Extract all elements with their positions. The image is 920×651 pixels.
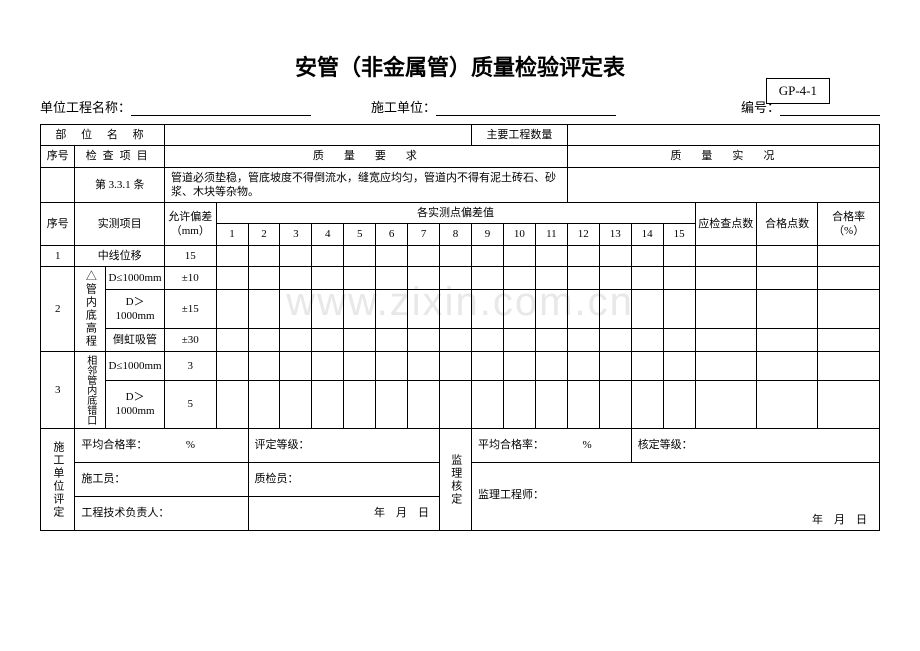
table-row: 第 3.3.1 条 管道必须垫稳，管底坡度不得倒流水，缝宽应均匀，管道内不得有泥… bbox=[41, 167, 880, 203]
clause-status bbox=[567, 167, 879, 203]
table-row: 1 中线位移 15 bbox=[41, 245, 880, 266]
tech: 工程技术负责人： bbox=[75, 497, 248, 531]
r2-group: △管内底高程 bbox=[75, 267, 106, 352]
doc-code: GP-4-1 bbox=[766, 78, 830, 104]
r2b-tol: ±15 bbox=[165, 290, 217, 329]
r3-no: 3 bbox=[41, 352, 75, 429]
dept-name-label: 部 位 名 称 bbox=[41, 125, 165, 146]
pass-rate-header: 合格率（%） bbox=[818, 203, 880, 246]
project-value bbox=[131, 100, 311, 116]
r2c-name: 倒虹吸管 bbox=[106, 328, 165, 351]
qc: 质检员： bbox=[248, 463, 440, 497]
clause-seq bbox=[41, 167, 75, 203]
r3-group: 相邻管内底错口 bbox=[75, 352, 106, 429]
r3a-name: D≤1000mm bbox=[106, 352, 165, 381]
r2-no: 2 bbox=[41, 267, 75, 352]
r2b-name: D＞1000mm bbox=[106, 290, 165, 329]
table-row: 部 位 名 称 主要工程数量 bbox=[41, 125, 880, 146]
r3a-tol: 3 bbox=[165, 352, 217, 381]
r1-name: 中线位移 bbox=[75, 245, 165, 266]
r3b-tol: 5 bbox=[165, 380, 217, 428]
main-qty-value bbox=[567, 125, 879, 146]
table-row: D＞1000mm 5 bbox=[41, 380, 880, 428]
deviation-header: 各实测点偏差值 bbox=[216, 203, 695, 224]
avg-rate-l: 平均合格率： % bbox=[75, 429, 248, 463]
date-l: 年 月 日 bbox=[248, 497, 440, 531]
col-4: 4 bbox=[312, 224, 344, 245]
col-1: 1 bbox=[216, 224, 248, 245]
r2c-tol: ±30 bbox=[165, 328, 217, 351]
worker: 施工员： bbox=[75, 463, 248, 497]
r1-tol: 15 bbox=[165, 245, 217, 266]
seq2-header: 序号 bbox=[41, 203, 75, 246]
main-qty-label: 主要工程数量 bbox=[472, 125, 568, 146]
header-fields: 单位工程名称： 施工单位： 编号： bbox=[40, 97, 880, 116]
table-row: 2 △管内底高程 D≤1000mm ±10 bbox=[41, 267, 880, 290]
check-item-header: 检查项目 bbox=[75, 146, 165, 167]
col-12: 12 bbox=[567, 224, 599, 245]
col-2: 2 bbox=[248, 224, 280, 245]
unit-value bbox=[436, 100, 616, 116]
col-6: 6 bbox=[376, 224, 408, 245]
col-14: 14 bbox=[631, 224, 663, 245]
table-row: 序号 实测项目 允许偏差（mm） 各实测点偏差值 应检查点数 合格点数 合格率（… bbox=[41, 203, 880, 224]
clause-ref: 第 3.3.1 条 bbox=[75, 167, 165, 203]
rating-r: 核定等级： bbox=[631, 429, 879, 463]
r1-no: 1 bbox=[41, 245, 75, 266]
dept-name-value bbox=[165, 125, 472, 146]
meas-item-header: 实测项目 bbox=[75, 203, 165, 246]
rating-l: 评定等级： bbox=[248, 429, 440, 463]
table-row: D＞1000mm ±15 bbox=[41, 290, 880, 329]
col-5: 5 bbox=[344, 224, 376, 245]
col-15: 15 bbox=[663, 224, 695, 245]
sig-row-1: 施工单位评定 平均合格率： % 评定等级： 监理核定 平均合格率： % 核定等级… bbox=[41, 429, 880, 463]
col-8: 8 bbox=[440, 224, 472, 245]
tolerance-header: 允许偏差（mm） bbox=[165, 203, 217, 246]
table-row: 序号 检查项目 质量要求 质量实况 bbox=[41, 146, 880, 167]
page-title: 安管（非金属管）质量检验评定表 bbox=[40, 50, 880, 82]
table-row: 3 相邻管内底错口 D≤1000mm 3 bbox=[41, 352, 880, 381]
quality-req-header: 质量要求 bbox=[165, 146, 568, 167]
supervisor: 监理工程师： 年 月 日 bbox=[472, 463, 880, 531]
project-label: 单位工程名称： bbox=[40, 97, 131, 116]
col-11: 11 bbox=[535, 224, 567, 245]
table-row: 倒虹吸管 ±30 bbox=[41, 328, 880, 351]
check-pts-header: 应检查点数 bbox=[695, 203, 756, 246]
unit-label: 施工单位： bbox=[371, 97, 436, 116]
avg-rate-r: 平均合格率： % bbox=[472, 429, 632, 463]
col-7: 7 bbox=[408, 224, 440, 245]
sig-right-title: 监理核定 bbox=[440, 429, 472, 531]
col-3: 3 bbox=[280, 224, 312, 245]
clause-text: 管道必须垫稳，管底坡度不得倒流水，缝宽应均匀，管道内不得有泥土砖石、砂浆、木块等… bbox=[165, 167, 568, 203]
pass-pts-header: 合格点数 bbox=[756, 203, 817, 246]
r2a-tol: ±10 bbox=[165, 267, 217, 290]
main-table: 部 位 名 称 主要工程数量 序号 检查项目 质量要求 质量实况 第 3.3.1… bbox=[40, 124, 880, 531]
col-9: 9 bbox=[472, 224, 504, 245]
r3b-name: D＞1000mm bbox=[106, 380, 165, 428]
seq-header: 序号 bbox=[41, 146, 75, 167]
col-13: 13 bbox=[599, 224, 631, 245]
r2a-name: D≤1000mm bbox=[106, 267, 165, 290]
quality-status-header: 质量实况 bbox=[567, 146, 879, 167]
col-10: 10 bbox=[503, 224, 535, 245]
sig-left-title: 施工单位评定 bbox=[41, 429, 75, 531]
